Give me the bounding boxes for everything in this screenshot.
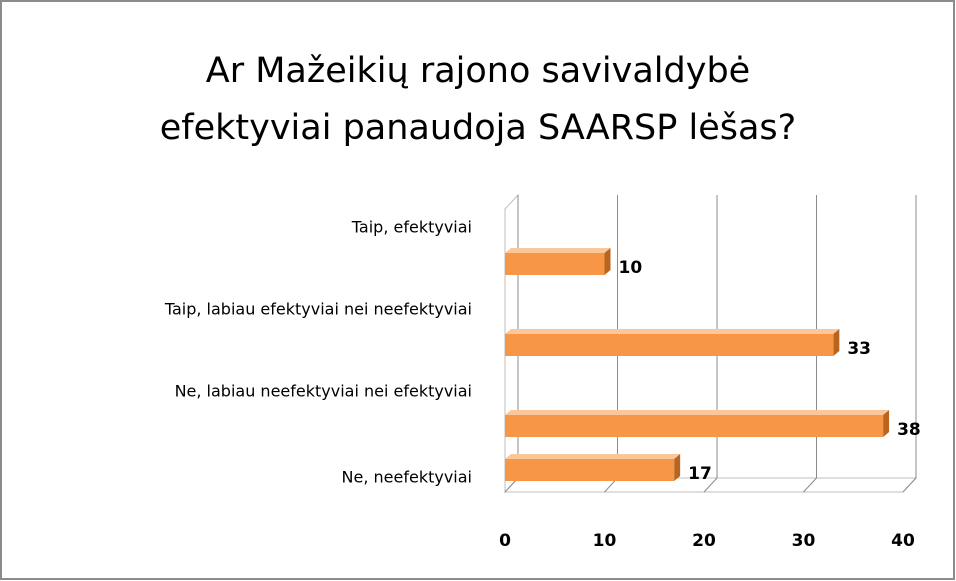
bar <box>505 329 840 356</box>
grid-line <box>803 195 817 493</box>
x-tick-label: 10 <box>593 531 617 551</box>
bar <box>505 248 611 275</box>
y-tick-label: Ne, labiau neefektyviai nei efektyviai <box>175 382 472 401</box>
x-tick-label: 30 <box>792 531 816 551</box>
bar <box>505 410 890 437</box>
x-tick-label: 0 <box>499 531 511 551</box>
chart-title-line: efektyviai panaudoja SAARSP lėšas? <box>160 108 796 148</box>
y-tick-label: Taip, labiau efektyviai nei neefektyviai <box>164 300 472 319</box>
data-label: 17 <box>688 464 712 484</box>
x-tick-label: 40 <box>891 531 915 551</box>
data-label: 38 <box>897 420 921 440</box>
y-tick-label: Ne, neefektyviai <box>342 468 472 487</box>
grid-line <box>703 195 718 493</box>
grid-line <box>902 195 917 493</box>
y-tick-label: Taip, efektyviai <box>351 218 472 237</box>
chart-title-line: Ar Mažeikių rajono savivaldybė <box>206 51 750 91</box>
data-label: 10 <box>619 258 643 278</box>
x-tick-label: 20 <box>692 531 716 551</box>
data-label: 33 <box>847 339 871 359</box>
bar <box>505 454 681 481</box>
